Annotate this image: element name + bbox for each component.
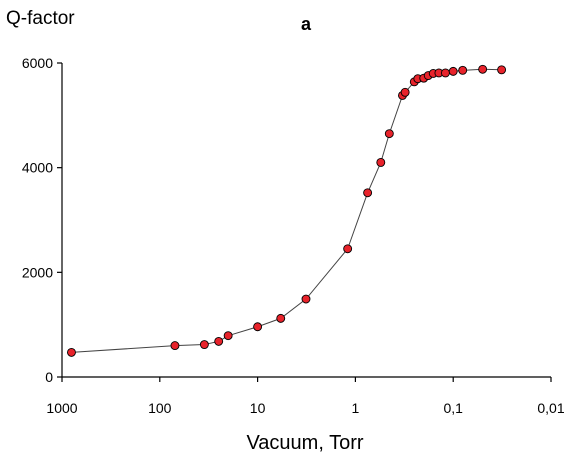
x-tick-label: 1	[352, 400, 360, 416]
y-axis-label: Q-factor	[6, 8, 75, 29]
data-point	[384, 129, 394, 139]
x-axis-label: Vacuum, Torr	[246, 432, 363, 454]
data-point	[170, 341, 180, 351]
y-tick-label: 0	[45, 369, 53, 385]
y-tick-label: 6000	[22, 55, 53, 71]
y-tick-label: 2000	[22, 264, 53, 280]
data-point	[376, 157, 386, 167]
y-tick-label: 4000	[22, 160, 53, 176]
data-point	[400, 87, 410, 97]
data-point	[363, 188, 373, 198]
data-point	[441, 68, 450, 78]
data-point	[214, 336, 224, 346]
data-point	[301, 294, 311, 304]
data-point	[343, 244, 353, 254]
x-tick-label: 0,1	[443, 400, 463, 416]
data-point	[67, 347, 76, 357]
series-line	[71, 68, 502, 353]
data-point	[448, 66, 458, 76]
data-point	[276, 313, 286, 323]
panel-label: a	[301, 14, 312, 34]
data-point	[253, 322, 263, 332]
data-point	[223, 331, 233, 341]
x-tick-label: 1000	[46, 400, 77, 416]
x-tick-label: 100	[148, 400, 172, 416]
data-point	[199, 340, 209, 350]
x-tick-label: 10	[250, 400, 266, 416]
data-point	[478, 64, 488, 74]
x-tick-label: 0,01	[537, 400, 564, 416]
data-point	[458, 65, 468, 75]
data-point	[497, 65, 507, 75]
